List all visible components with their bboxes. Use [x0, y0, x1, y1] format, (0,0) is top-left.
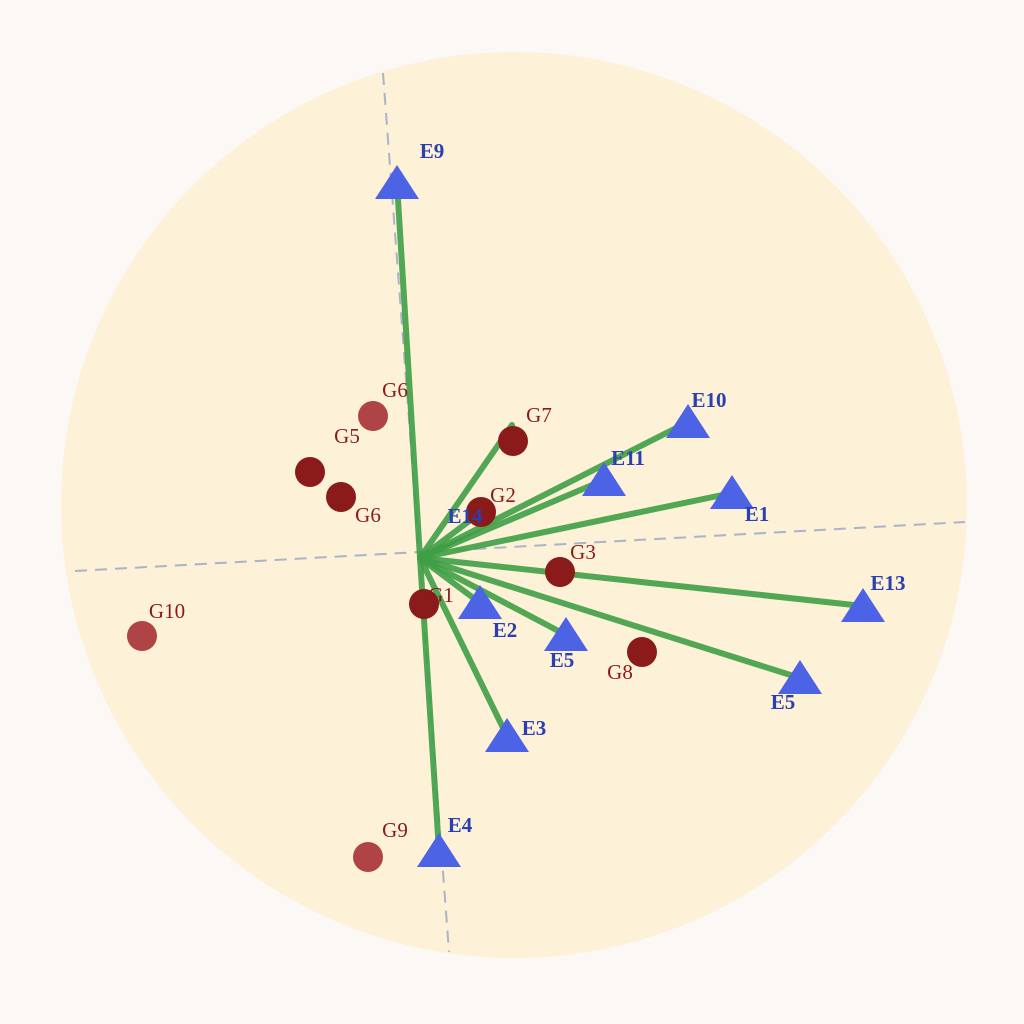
genotype-label: G6 [382, 378, 408, 402]
environment-marker [710, 475, 754, 509]
genotype-label: G2 [490, 483, 516, 507]
genotype-marker [466, 497, 496, 527]
genotype-marker [409, 589, 439, 619]
environment-label: E3 [522, 716, 547, 740]
environment-label: E2 [493, 618, 518, 642]
genotype-marker [127, 621, 157, 651]
environment-marker [666, 404, 710, 438]
genotype-label: G10 [149, 599, 185, 623]
genotype-label: G9 [382, 818, 408, 842]
environment-label: E9 [420, 139, 445, 163]
genotype-label: G1 [428, 583, 454, 607]
environment-vector [417, 477, 607, 561]
environment-label: E1 [745, 502, 770, 526]
environment-marker [485, 718, 529, 752]
environment-vector [417, 555, 866, 609]
environment-vector [417, 555, 803, 681]
genotype-label: G3 [570, 540, 596, 564]
environment-label: E5 [771, 690, 796, 714]
genotype-marker [358, 401, 388, 431]
environment-marker [841, 588, 885, 622]
environment-label: E5 [550, 648, 575, 672]
genotype-marker [627, 637, 657, 667]
environment-marker [544, 617, 588, 651]
genotype-label: G8 [607, 660, 633, 684]
environment-label: E4 [448, 813, 473, 837]
environment-marker [458, 585, 502, 619]
genotype-marker [545, 557, 575, 587]
environment-marker [582, 462, 626, 496]
environment-vector [417, 419, 691, 561]
genotype-marker [498, 426, 528, 456]
environment-points: E9 E10 E11 E1 E13 E5 E5 E2 E3 E4 E14 [375, 139, 906, 867]
environment-marker [375, 165, 419, 199]
genotype-points: G6 G5 G6 G7 G2 G3 G1 G8 G10 G9 [127, 378, 657, 872]
environment-marker [778, 660, 822, 694]
environment-label: E13 [870, 571, 905, 595]
environment-vector [417, 555, 510, 739]
genotype-marker [326, 482, 356, 512]
environment-vector [394, 180, 423, 561]
environment-vector [417, 422, 515, 561]
environment-label: E11 [611, 446, 645, 470]
horizontal-axis-dashed [74, 521, 966, 572]
environment-vector [417, 555, 569, 638]
environment-vector [417, 555, 483, 606]
genotype-label: G6 [355, 503, 381, 527]
environment-label: E14 [447, 504, 483, 528]
genotype-label: G7 [526, 403, 552, 427]
plot-background-circle [61, 52, 967, 958]
environment-vector [417, 490, 735, 561]
environment-label: E10 [691, 388, 726, 412]
environment-marker [417, 833, 461, 867]
genotype-marker [353, 842, 383, 872]
genotype-marker [295, 457, 325, 487]
genotype-label: G5 [334, 424, 360, 448]
